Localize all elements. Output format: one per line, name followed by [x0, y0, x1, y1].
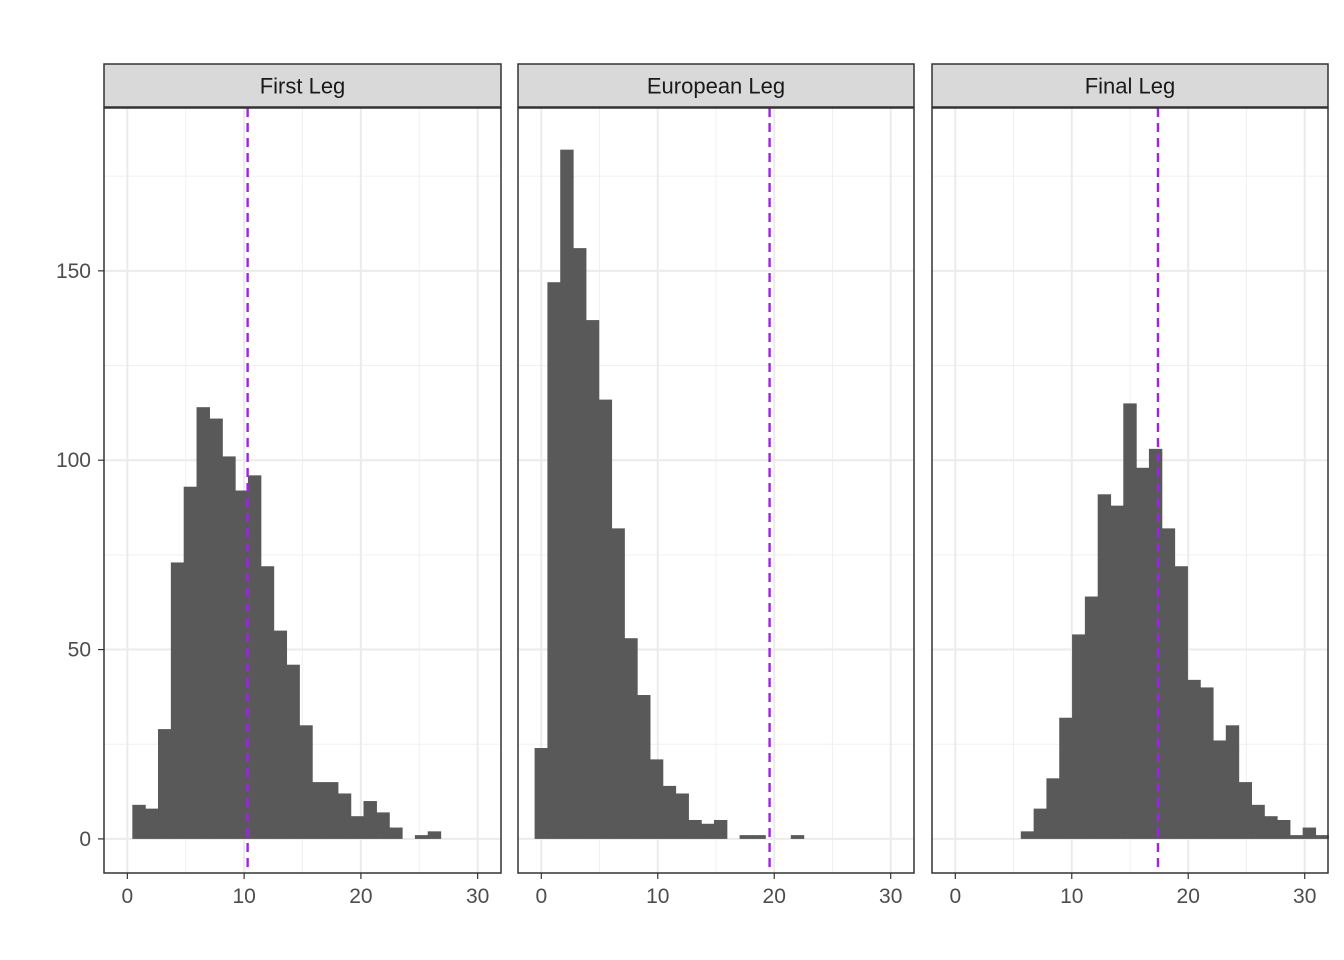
x-tick-label: 20	[763, 885, 786, 908]
histogram-bar	[337, 793, 352, 839]
histogram-bar	[534, 748, 548, 839]
facet-strip	[517, 63, 915, 108]
histogram-bar	[573, 248, 587, 839]
histogram-bar	[132, 804, 146, 839]
histogram-bar	[1264, 816, 1278, 839]
panel-border	[103, 107, 502, 874]
histogram-bar	[350, 816, 365, 839]
histogram-bar	[1238, 782, 1253, 839]
histogram-bar	[1315, 835, 1329, 839]
histogram-bar	[1097, 494, 1112, 839]
x-tick-label: 20	[349, 885, 372, 908]
histogram-bar	[560, 149, 574, 839]
histogram-bar	[1277, 819, 1291, 839]
histogram-bar	[1123, 403, 1137, 839]
histogram-bar	[286, 664, 300, 839]
histogram-bar	[299, 725, 313, 839]
y-tick-label: 100	[56, 449, 91, 472]
histogram-bar	[273, 630, 288, 839]
histogram-bar	[1302, 827, 1317, 839]
histogram-bar	[585, 320, 600, 839]
histogram-bar	[1161, 528, 1176, 839]
histogram-bar	[1200, 687, 1214, 839]
facet-panel-2: Final Leg 0 10 20 30	[931, 63, 1329, 908]
histogram-bar	[624, 638, 638, 839]
x-tick-label: 10	[1060, 885, 1083, 908]
histogram-bar	[196, 407, 210, 839]
x-tick-label: 30	[879, 885, 902, 908]
histogram-bar	[1033, 808, 1048, 839]
y-tick-label: 50	[68, 639, 91, 662]
facet-strip-title: First Leg	[260, 74, 346, 99]
histogram-bar	[158, 729, 172, 839]
histogram-bar	[427, 831, 442, 839]
facet-strip-title: European Leg	[647, 74, 785, 99]
histogram-bar	[790, 835, 805, 839]
histogram-bar	[209, 418, 223, 839]
histogram-bar	[1289, 835, 1304, 839]
x-tick-label: 0	[535, 885, 547, 908]
histogram-bar	[145, 808, 159, 839]
histogram-bar	[389, 827, 403, 839]
histogram-bar	[713, 819, 728, 839]
histogram-bar	[1110, 505, 1124, 839]
histogram-bar	[170, 562, 185, 839]
facet-strip-title: Final Leg	[1085, 74, 1176, 99]
facet-panel-1: European Leg 0 10 20 30	[517, 63, 915, 908]
histogram-bar	[1020, 831, 1035, 839]
histogram-bar	[247, 475, 262, 839]
histogram-bar	[752, 835, 766, 839]
histogram-bar	[1174, 566, 1188, 839]
histogram-bar	[701, 823, 715, 839]
histogram-bar	[1046, 778, 1060, 839]
histogram-bar	[1148, 448, 1163, 839]
histogram-bar	[1251, 804, 1265, 839]
panel-border	[517, 107, 915, 874]
histogram-bar	[260, 566, 275, 839]
x-tick-label: 0	[949, 885, 961, 908]
histogram-bar	[363, 801, 377, 839]
histogram-bar	[324, 782, 339, 839]
histogram-bar	[598, 399, 613, 839]
histogram-bar	[1187, 679, 1201, 839]
histogram-bar	[1225, 725, 1240, 839]
x-tick-label: 30	[466, 885, 489, 908]
histogram-bar	[1212, 740, 1227, 839]
histogram-bar	[739, 835, 753, 839]
y-tick-label: 150	[56, 260, 91, 283]
histogram-bar	[1072, 634, 1086, 839]
x-tick-label: 0	[122, 885, 134, 908]
histogram-bar	[235, 490, 249, 839]
histogram-bar	[688, 819, 702, 839]
histogram-bar	[547, 282, 561, 839]
histogram-bar	[312, 782, 326, 839]
histogram-bar	[1059, 717, 1073, 839]
x-tick-label: 20	[1177, 885, 1200, 908]
histogram-bar	[1084, 596, 1099, 839]
histogram-bar	[637, 695, 651, 839]
histogram-bar	[222, 456, 236, 839]
facet-strip	[931, 63, 1329, 108]
y-tick-label: 0	[79, 828, 91, 851]
histogram-bar	[611, 528, 625, 839]
panel-border	[931, 107, 1329, 874]
x-tick-label: 30	[1293, 885, 1316, 908]
facet-panel-0: First Leg 0 10 20 30	[103, 63, 502, 908]
histogram-bar	[662, 785, 677, 839]
x-tick-label: 10	[232, 885, 255, 908]
histogram-bar	[1136, 467, 1150, 839]
histogram-bar	[183, 486, 198, 839]
histogram-bar	[675, 793, 689, 839]
histogram-bar	[649, 759, 664, 839]
x-tick-label: 10	[646, 885, 669, 908]
histogram-bar	[414, 835, 429, 839]
facet-strip	[103, 63, 502, 108]
histogram-bar	[376, 812, 390, 839]
